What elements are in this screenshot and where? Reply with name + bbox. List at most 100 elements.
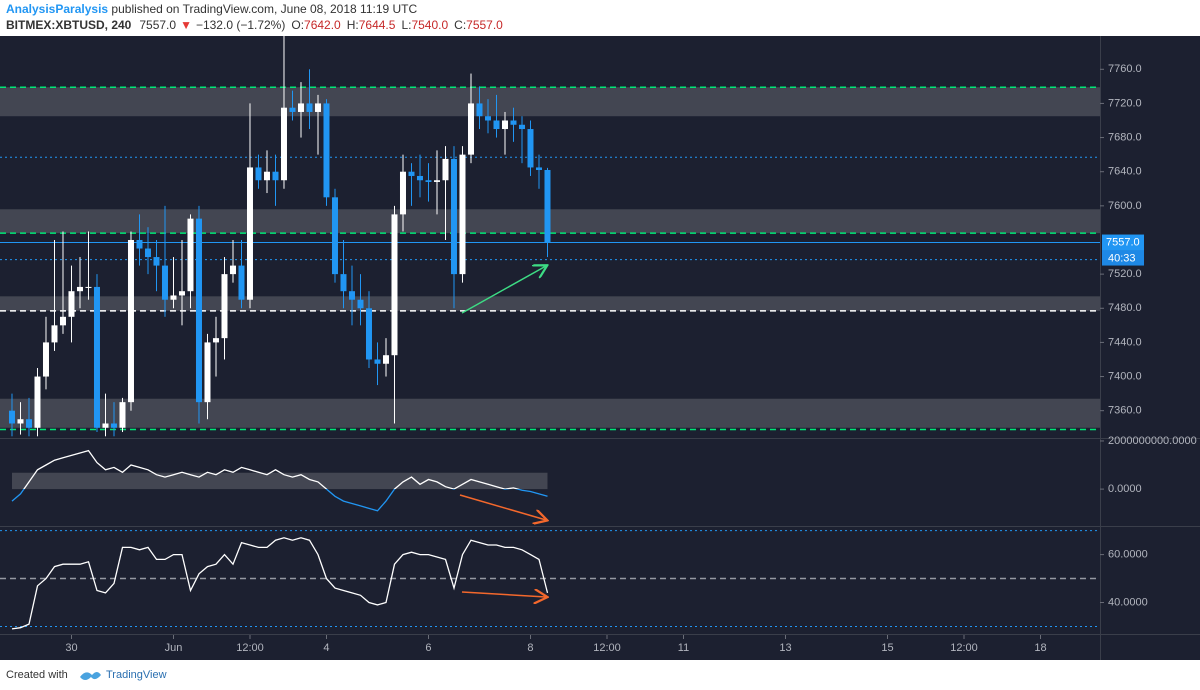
y-tick-label: 7520.0 — [1108, 268, 1142, 280]
footer-text: Created with — [6, 669, 68, 681]
ohlc-value: 7644.5 — [359, 18, 396, 32]
candle-body — [331, 197, 338, 275]
candle-body — [289, 107, 296, 112]
candle-body — [391, 214, 398, 356]
candle-body — [17, 419, 24, 424]
candle-body — [493, 120, 500, 130]
ohlc-label: H: — [347, 18, 359, 32]
x-tick-label: 18 — [1034, 642, 1046, 654]
y-tick-label: 7480.0 — [1108, 302, 1142, 314]
candle-body — [272, 171, 279, 181]
ohlc-label: L: — [401, 18, 411, 32]
candle-body — [535, 167, 542, 170]
candle-body — [161, 265, 168, 300]
candle-body — [501, 120, 508, 130]
author[interactable]: AnalysisParalysis — [6, 2, 108, 16]
footer-brand[interactable]: TradingView — [106, 669, 167, 681]
candle-body — [8, 410, 15, 424]
header-bg — [0, 0, 1200, 36]
logo — [80, 672, 101, 680]
candle-body — [527, 129, 534, 168]
candle-body — [59, 316, 66, 326]
y-tick-label: 0.0000 — [1108, 483, 1142, 495]
candle-body — [476, 103, 483, 117]
x-tick-label: 12:00 — [236, 642, 264, 654]
candle-body — [450, 158, 457, 275]
candle-body — [297, 103, 304, 112]
y-tick-label: 7400.0 — [1108, 370, 1142, 382]
indicator-line — [11, 449, 548, 512]
candle-body — [102, 423, 109, 428]
x-tick-label: 15 — [881, 642, 893, 654]
y-tick-label: 40.0000 — [1108, 596, 1148, 608]
price-tag-label: 7557.0 — [1106, 236, 1140, 248]
candle-body — [306, 103, 313, 112]
y-tick-label: 60.0000 — [1108, 549, 1148, 561]
candle-body — [459, 154, 466, 275]
candle-body — [204, 342, 211, 403]
candle-body — [93, 286, 100, 428]
candle-body — [365, 308, 372, 360]
x-tick-label: 12:00 — [950, 642, 978, 654]
candle-body — [85, 286, 92, 288]
y-tick-label: 7760.0 — [1108, 63, 1142, 75]
candle-body — [323, 103, 330, 198]
y-tick-label: 2000000000.0000 — [1108, 435, 1197, 447]
zone — [0, 398, 1100, 428]
candle-body — [136, 239, 143, 249]
candle-body — [510, 120, 517, 125]
candle-body — [42, 342, 49, 377]
candle-body — [340, 274, 347, 292]
x-tick-label: 13 — [779, 642, 791, 654]
y-tick-label: 7720.0 — [1108, 97, 1142, 109]
symbol: BITMEX:XBTUSD, 240 — [6, 18, 132, 32]
x-tick-label: 30 — [65, 642, 77, 654]
zone — [0, 87, 1100, 117]
candle-body — [178, 291, 185, 296]
candle-body — [255, 167, 262, 181]
chart-bg — [0, 36, 1200, 660]
header-line: AnalysisParalysis published on TradingVi… — [6, 2, 418, 16]
candle-body — [212, 338, 219, 343]
zone — [11, 472, 548, 490]
candle-body — [518, 124, 525, 130]
x-tick-label: 6 — [425, 642, 431, 654]
change: −132.0 (−1.72%) — [196, 18, 285, 32]
candle-body — [119, 402, 126, 428]
candle-body — [195, 218, 202, 403]
x-tick-label: 4 — [323, 642, 329, 654]
ohlc-label: O: — [291, 18, 304, 32]
candle-body — [382, 355, 389, 364]
x-tick-label: Jun — [165, 642, 183, 654]
y-tick-label: 7640.0 — [1108, 166, 1142, 178]
candle-body — [221, 274, 228, 339]
symbol-line: BITMEX:XBTUSD, 240 7557.0 ▼ −132.0 (−1.72%)… — [6, 18, 503, 32]
candle-body — [374, 359, 381, 364]
candle-body — [187, 218, 194, 292]
candle-body — [263, 171, 270, 181]
candle-body — [25, 419, 32, 428]
candle-body — [433, 180, 440, 182]
divergence-arrow — [461, 592, 546, 597]
candle-body — [314, 103, 321, 112]
countdown-tag — [1102, 250, 1144, 266]
candle-body — [246, 167, 253, 300]
divergence-arrow — [459, 494, 546, 520]
candle-body — [76, 286, 83, 292]
x-tick-label: 12:00 — [593, 642, 621, 654]
candle-body — [127, 239, 134, 403]
candle-body — [357, 299, 364, 309]
candle-body — [34, 376, 41, 428]
ohlc-value: 7642.0 — [304, 18, 341, 32]
candle-body — [544, 170, 551, 243]
price: 7557.0 — [139, 18, 176, 32]
candle-body — [153, 257, 160, 266]
candle-body — [280, 107, 287, 181]
arrow: ▼ — [180, 18, 192, 32]
y-tick-label: 7440.0 — [1108, 336, 1142, 348]
y-tick-label: 7680.0 — [1108, 131, 1142, 143]
countdown-label: 40:33 — [1108, 252, 1136, 264]
candle-body — [484, 116, 491, 121]
candle-body — [68, 291, 75, 317]
